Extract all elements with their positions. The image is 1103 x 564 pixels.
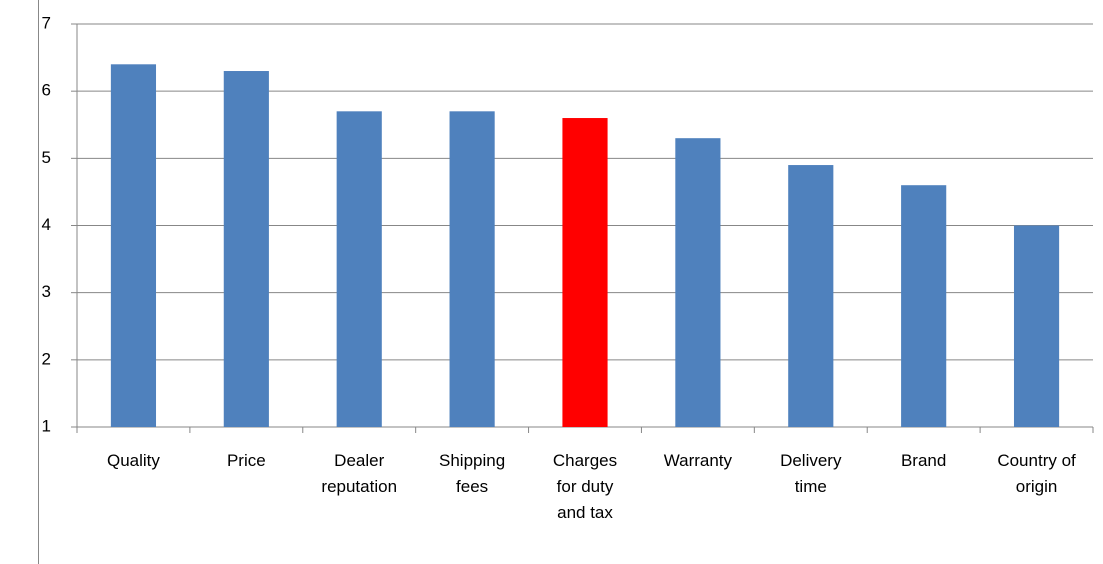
x-tick-label: Country of origin bbox=[997, 451, 1076, 496]
bar bbox=[449, 111, 495, 428]
bar bbox=[110, 64, 157, 428]
x-tick-label: Quality bbox=[106, 451, 160, 470]
y-tick-label: 5 bbox=[42, 148, 51, 167]
x-tick-label: Warranty bbox=[663, 451, 733, 470]
x-tick-label: Dealer reputation bbox=[321, 451, 398, 496]
y-tick-label: 7 bbox=[42, 13, 51, 32]
x-tick-label: Shipping fees bbox=[439, 451, 506, 496]
bar bbox=[1013, 225, 1060, 427]
bar bbox=[901, 185, 947, 427]
y-tick-label: 2 bbox=[42, 349, 51, 368]
y-tick-label: 3 bbox=[42, 282, 51, 301]
chart-frame bbox=[38, 0, 39, 564]
bar bbox=[336, 111, 382, 428]
x-tick-label: Delivery time bbox=[780, 451, 842, 496]
y-tick-label: 4 bbox=[42, 215, 51, 234]
x-tick-label: Charges for duty and tax bbox=[552, 451, 618, 522]
y-tick-label: 1 bbox=[42, 416, 51, 435]
x-tick-label: Price bbox=[226, 451, 266, 470]
y-tick-label: 6 bbox=[42, 81, 51, 100]
bar bbox=[562, 118, 608, 428]
bar bbox=[788, 165, 834, 428]
x-tick-label: Brand bbox=[900, 451, 947, 470]
bar bbox=[223, 71, 269, 428]
bar bbox=[675, 138, 721, 427]
